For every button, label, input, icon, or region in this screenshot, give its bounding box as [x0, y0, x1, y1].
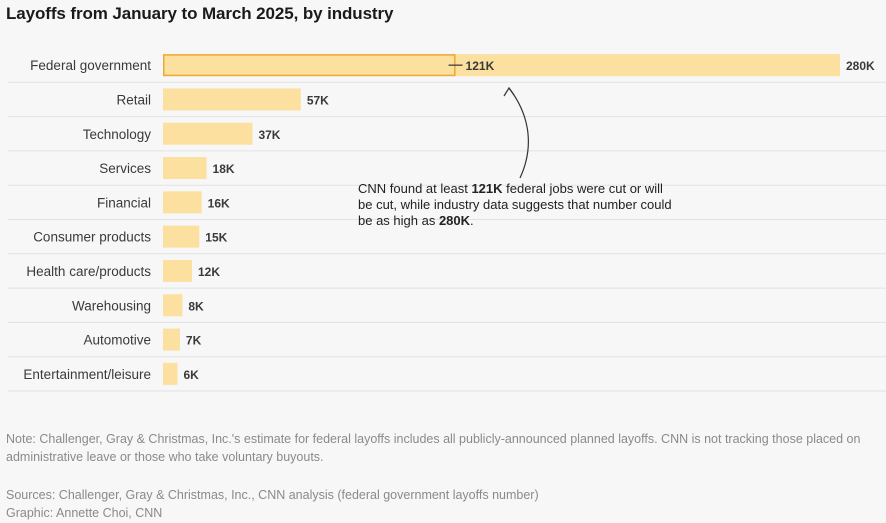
chart-note: Note: Challenger, Gray & Christmas, Inc.…	[6, 432, 861, 464]
annotation-arrow	[508, 87, 529, 179]
bar-chart: Federal government 280K Retail 57K Technolog…	[8, 54, 886, 392]
highlight-value-label: 121K	[466, 59, 495, 73]
category-label: Technology	[83, 127, 152, 142]
chart-title: Layoffs from January to March 2025, by i…	[6, 4, 394, 23]
bar-health-care-products	[163, 259, 193, 282]
annotation-text: CNN found at least 121K federal jobs wer…	[358, 181, 672, 228]
category-label: Consumer products	[33, 230, 151, 245]
value-label: 7K	[186, 334, 202, 348]
category-label: Financial	[97, 195, 151, 210]
sources-line: Sources: Challenger, Gray & Christmas, I…	[6, 488, 539, 502]
category-label: Services	[99, 161, 151, 176]
category-label: Automotive	[83, 333, 151, 348]
category-label: Warehousing	[72, 298, 151, 313]
category-label: Retail	[116, 92, 151, 107]
category-label: Entertainment/leisure	[23, 367, 151, 382]
bar-retail	[163, 88, 301, 111]
value-label: 12K	[198, 265, 220, 279]
bar-technology	[163, 122, 253, 145]
annotation-value-high: 280K	[438, 213, 471, 228]
bar-automotive	[163, 328, 180, 351]
value-label: 15K	[205, 231, 227, 245]
bar-financial	[163, 191, 202, 214]
value-label: 16K	[208, 196, 230, 210]
value-label: 37K	[258, 128, 280, 142]
graphic-credit: Graphic: Annette Choi, CNN	[6, 506, 163, 520]
value-label: 18K	[213, 162, 235, 176]
annotation-value-low: 121K	[471, 181, 503, 196]
bar-consumer-products	[163, 225, 200, 248]
annotation-arrowhead	[503, 86, 515, 97]
value-label: 8K	[188, 299, 204, 313]
category-label: Federal government	[30, 58, 151, 73]
category-label: Health care/products	[26, 264, 151, 279]
value-label: 280K	[846, 59, 875, 73]
bar-federal-government	[163, 54, 840, 77]
value-label: 57K	[307, 93, 329, 107]
bar-entertainment-leisure	[163, 362, 178, 385]
bar-warehousing	[163, 294, 183, 317]
value-label: 6K	[184, 368, 200, 382]
chart-sources: Sources: Challenger, Gray & Christmas, I…	[6, 486, 878, 522]
bar-services	[163, 157, 207, 180]
